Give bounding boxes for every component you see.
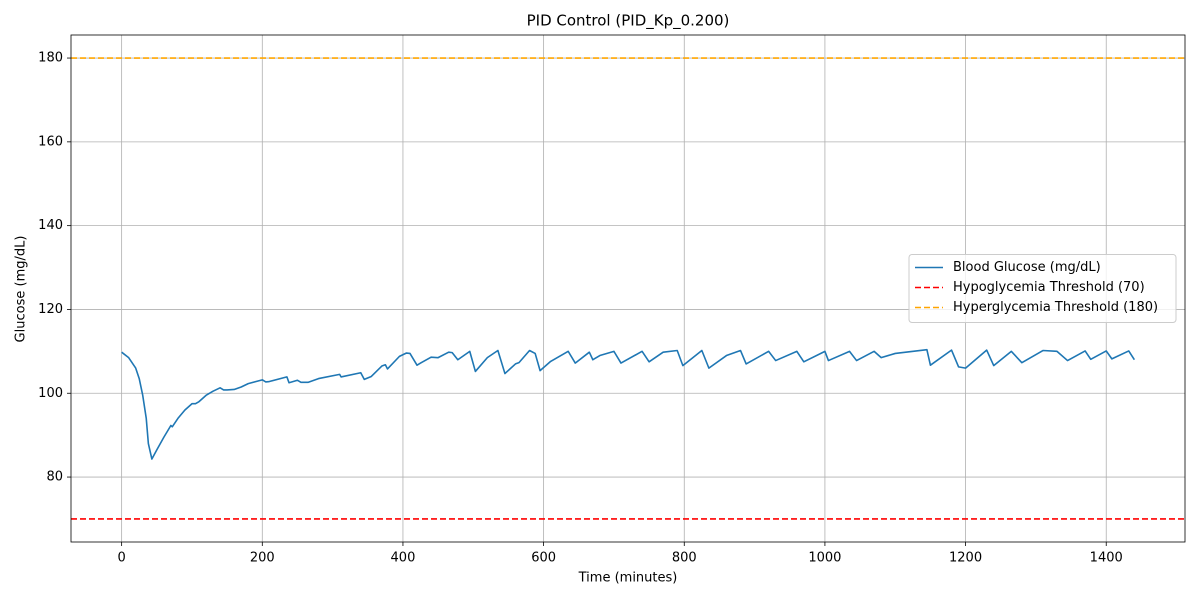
x-tick-label: 200 bbox=[250, 551, 275, 566]
chart-title: PID Control (PID_Kp_0.200) bbox=[527, 12, 730, 31]
legend-label: Blood Glucose (mg/dL) bbox=[953, 260, 1101, 275]
x-tick-label: 800 bbox=[672, 551, 697, 566]
y-tick-label: 100 bbox=[38, 386, 63, 401]
y-tick-label: 80 bbox=[46, 470, 63, 485]
x-tick-label: 600 bbox=[531, 551, 556, 566]
x-tick-label: 1400 bbox=[1090, 551, 1123, 566]
x-axis-label: Time (minutes) bbox=[578, 571, 678, 586]
x-tick-label: 0 bbox=[117, 551, 125, 566]
y-tick-label: 120 bbox=[38, 302, 63, 317]
y-axis-label: Glucose (mg/dL) bbox=[14, 236, 29, 343]
y-tick-label: 180 bbox=[38, 51, 63, 66]
y-tick-label: 140 bbox=[38, 218, 63, 233]
glucose-line bbox=[121, 348, 1136, 460]
legend-label: Hyperglycemia Threshold (180) bbox=[953, 300, 1158, 315]
legend: Blood Glucose (mg/dL) Hypoglycemia Thresh… bbox=[908, 254, 1177, 323]
legend-box bbox=[908, 254, 1177, 323]
x-tick-label: 400 bbox=[391, 551, 416, 566]
x-tick-label: 1200 bbox=[949, 551, 982, 566]
legend-label: Hypoglycemia Threshold (70) bbox=[953, 280, 1145, 295]
y-tick-label: 160 bbox=[38, 134, 63, 149]
x-tick-label: 1000 bbox=[808, 551, 841, 566]
plot-frame bbox=[70, 34, 1186, 543]
